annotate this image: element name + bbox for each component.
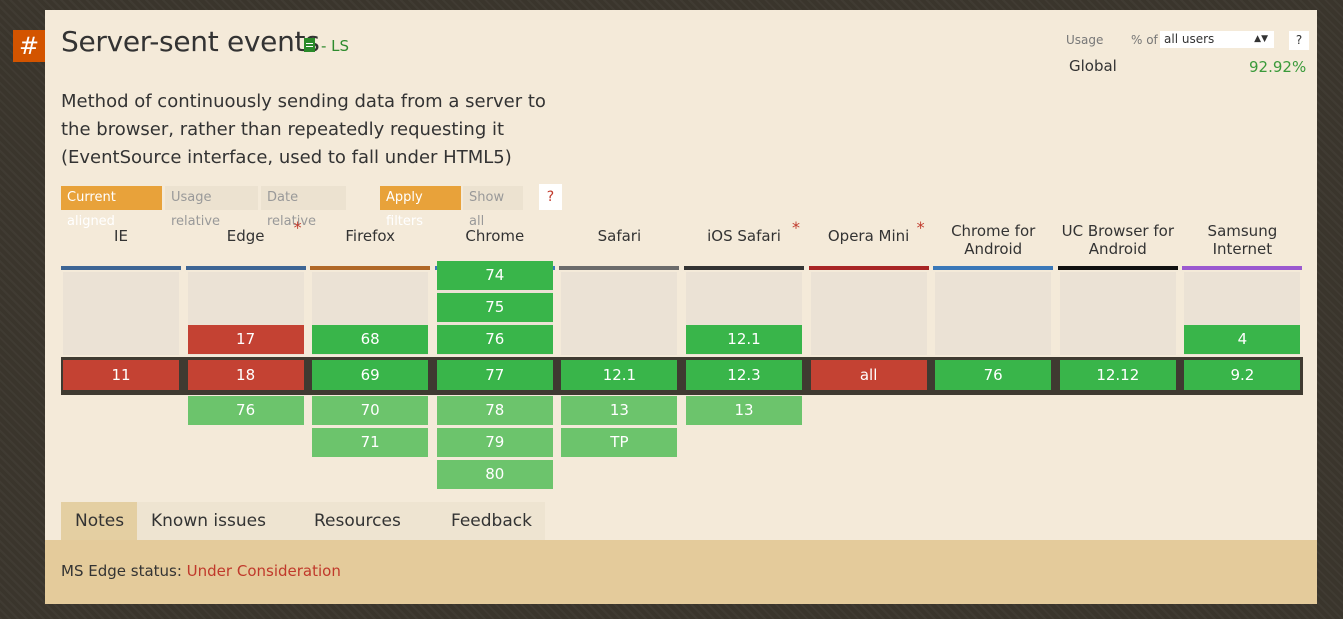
feature-card: Server-sent events - LS Method of contin… (45, 10, 1317, 604)
browser-name: iOS Safari (707, 227, 781, 245)
version-cell[interactable]: 9.2 (1184, 360, 1301, 390)
browser-color-bar (808, 266, 929, 270)
date-relative-button[interactable]: Date relative (261, 186, 346, 229)
browser-name: Firefox (345, 227, 396, 245)
browser-name: UC Browser for Android (1061, 222, 1174, 258)
version-cell[interactable]: 76 (935, 360, 1052, 390)
version-cell[interactable]: 17 (187, 325, 304, 354)
tab-known-issues[interactable]: Known issues (4) (137, 502, 300, 569)
browser-color-bar (684, 266, 804, 270)
browser-color-bar (185, 266, 306, 270)
version-cell[interactable]: 76 (436, 325, 553, 354)
version-area (63, 272, 179, 355)
version-cell[interactable]: 68 (312, 325, 429, 354)
feature-title: Server-sent events (61, 25, 320, 58)
users-select[interactable]: all users ▲▼ (1160, 31, 1274, 48)
browser-color-bar (559, 266, 680, 270)
filters-help-button[interactable]: ? (539, 184, 562, 210)
global-usage-value: 92.92% (1249, 58, 1307, 76)
note-asterisk-icon[interactable]: * (792, 218, 800, 237)
browser-name: Safari (597, 227, 642, 245)
show-all-button[interactable]: Show all (463, 186, 523, 229)
version-area (935, 272, 1052, 355)
tab-notes[interactable]: Notes (61, 502, 137, 540)
version-cell[interactable]: 74 (436, 261, 553, 290)
browser-name: Chrome for Android (951, 222, 1036, 258)
version-cell[interactable]: 13 (561, 396, 678, 425)
version-cell[interactable]: 12.3 (686, 360, 802, 390)
tab-resources[interactable]: Resources (7) (300, 502, 437, 569)
version-cell[interactable]: TP (561, 428, 678, 457)
feature-description: Method of continuously sending data from… (61, 91, 546, 168)
notes-panel: MS Edge status: Under Consideration (45, 540, 1317, 604)
browser-color-bar (61, 266, 181, 270)
document-icon (304, 38, 315, 52)
version-area (1059, 272, 1176, 355)
global-label: Global (1069, 57, 1117, 75)
browser-color-bar (1057, 266, 1178, 270)
version-cell[interactable]: 12.1 (561, 360, 678, 390)
version-cell[interactable]: 78 (436, 396, 553, 425)
version-cell[interactable]: 12.12 (1059, 360, 1176, 390)
version-cell[interactable]: 80 (436, 460, 553, 489)
version-cell[interactable]: 11 (63, 360, 179, 390)
ms-edge-status-link[interactable]: Under Consideration (186, 562, 341, 580)
version-cell[interactable]: 69 (312, 360, 429, 390)
browser-name: Samsung Internet (1207, 222, 1278, 258)
ms-edge-status-label: MS Edge status: (61, 562, 187, 580)
percent-of-label: % of (1131, 33, 1158, 47)
select-arrows-icon: ▲▼ (1254, 34, 1268, 44)
browser-color-bar (1182, 266, 1303, 270)
version-cell[interactable]: 13 (686, 396, 802, 425)
version-cell[interactable]: 71 (312, 428, 429, 457)
version-area (810, 272, 927, 355)
note-asterisk-icon[interactable]: * (916, 218, 925, 237)
users-select-value: all users (1164, 32, 1215, 46)
version-cell[interactable]: 18 (187, 360, 304, 390)
version-cell[interactable]: all (810, 360, 927, 390)
browser-color-bar (310, 266, 431, 270)
note-asterisk-icon[interactable]: * (293, 218, 302, 237)
browser-name: Chrome (465, 227, 525, 245)
spec-status[interactable]: - LS (321, 37, 350, 55)
version-area (561, 272, 678, 355)
version-cell[interactable]: 4 (1184, 325, 1301, 354)
version-cell[interactable]: 12.1 (686, 325, 802, 354)
ms-edge-status-note: MS Edge status: Under Consideration (61, 562, 341, 580)
browser-name: IE (114, 227, 128, 245)
browser-color-bar (933, 266, 1054, 270)
version-cell[interactable]: 76 (187, 396, 304, 425)
usage-label: Usage (1066, 33, 1104, 47)
apply-filters-button[interactable]: Apply filters (380, 186, 461, 229)
version-cell[interactable]: 77 (436, 360, 553, 390)
browser-name: Opera Mini (827, 227, 910, 245)
version-cell[interactable]: 79 (436, 428, 553, 457)
tab-feedback[interactable]: Feedback (437, 502, 545, 540)
anchor-hash-link[interactable]: # (13, 30, 45, 62)
browser-name: Edge (226, 227, 265, 245)
usage-relative-button[interactable]: Usage relative (165, 186, 258, 229)
version-cell[interactable]: 75 (436, 293, 553, 322)
current-aligned-button[interactable]: Current aligned (61, 186, 162, 229)
usage-help-button[interactable]: ? (1289, 31, 1309, 50)
version-cell[interactable]: 70 (312, 396, 429, 425)
